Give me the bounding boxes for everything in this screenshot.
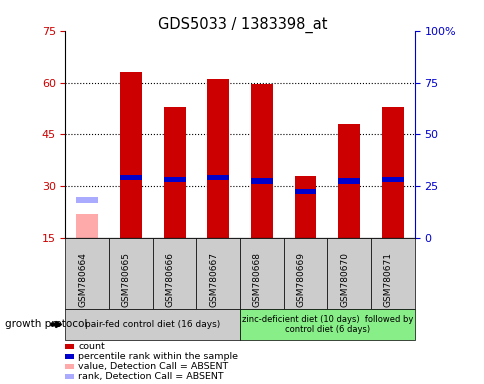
Text: percentile rank within the sample: percentile rank within the sample <box>78 352 238 361</box>
Bar <box>120 72 141 238</box>
Bar <box>76 197 98 203</box>
Bar <box>381 177 403 182</box>
Bar <box>337 179 359 184</box>
Text: GSM780670: GSM780670 <box>339 252 348 307</box>
Bar <box>294 189 316 194</box>
Text: GSM780667: GSM780667 <box>209 252 218 307</box>
Bar <box>294 176 316 238</box>
Bar <box>337 124 359 238</box>
Bar <box>251 179 272 184</box>
Text: GDS5033 / 1383398_at: GDS5033 / 1383398_at <box>157 17 327 33</box>
Text: zinc-deficient diet (10 days)  followed by
control diet (6 days): zinc-deficient diet (10 days) followed b… <box>241 315 412 334</box>
Bar <box>163 177 185 182</box>
Text: count: count <box>78 342 105 351</box>
Text: pair-fed control diet (16 days): pair-fed control diet (16 days) <box>85 320 220 329</box>
Text: GSM780671: GSM780671 <box>383 252 392 307</box>
Bar <box>76 214 98 238</box>
Text: growth protocol: growth protocol <box>5 319 87 329</box>
Text: GSM780666: GSM780666 <box>165 252 174 307</box>
Text: GSM780668: GSM780668 <box>252 252 261 307</box>
Text: GSM780664: GSM780664 <box>78 252 87 307</box>
Bar <box>381 107 403 238</box>
Bar <box>163 107 185 238</box>
Bar <box>207 175 228 180</box>
Text: rank, Detection Call = ABSENT: rank, Detection Call = ABSENT <box>78 372 223 381</box>
Bar <box>207 79 228 238</box>
Bar <box>120 175 141 180</box>
Text: value, Detection Call = ABSENT: value, Detection Call = ABSENT <box>78 362 228 371</box>
Text: GSM780665: GSM780665 <box>121 252 131 307</box>
Text: GSM780669: GSM780669 <box>296 252 305 307</box>
Bar <box>251 84 272 238</box>
